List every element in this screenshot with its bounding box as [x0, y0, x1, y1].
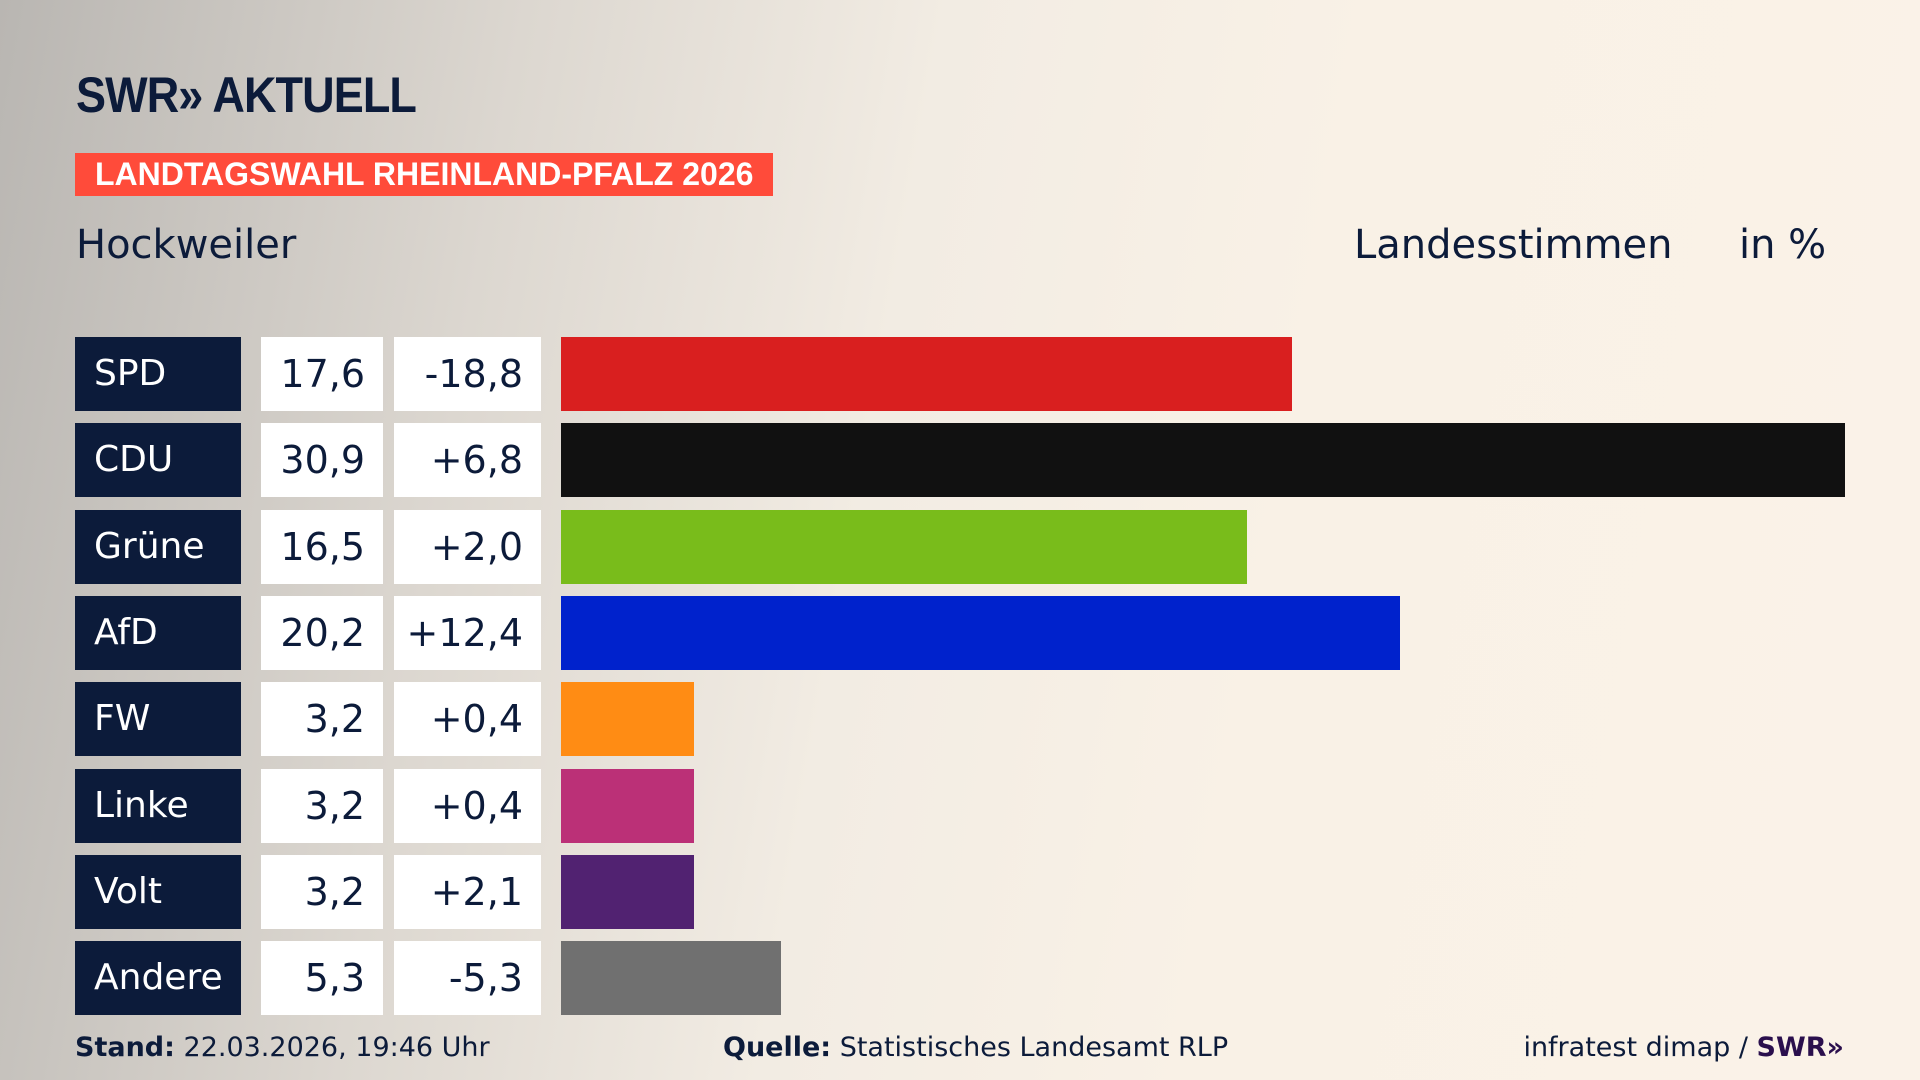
- source: Quelle: Statistisches Landesamt RLP: [723, 1032, 1228, 1063]
- chart-row: CDU 30,9 +6,8: [0, 423, 1920, 498]
- credit-text: infratest dimap /: [1523, 1032, 1757, 1063]
- value-label: 5,3: [261, 941, 383, 1016]
- bar: [561, 337, 1293, 411]
- diff-label: -18,8: [394, 337, 541, 411]
- value-label: 17,6: [261, 337, 383, 411]
- diff-label: -5,3: [394, 941, 541, 1016]
- source-label: Quelle:: [723, 1032, 832, 1063]
- swr-aktuell-logo: SWR» AKTUELL: [76, 67, 417, 123]
- value-label: 20,2: [261, 595, 383, 670]
- chart-row: FW 3,2 +0,4: [0, 682, 1920, 757]
- party-label: Linke: [75, 768, 241, 843]
- bar: [561, 595, 1401, 670]
- party-label: CDU: [75, 423, 241, 498]
- bar: [561, 423, 1845, 498]
- timestamp: Stand: 22.03.2026, 19:46 Uhr: [75, 1032, 490, 1063]
- diff-label: +2,0: [394, 509, 541, 584]
- value-label: 3,2: [261, 768, 383, 843]
- credit: infratest dimap / SWR»: [1523, 1032, 1844, 1063]
- unit-label: in %: [1739, 222, 1827, 268]
- party-label: Andere: [75, 941, 241, 1016]
- chart-row: Grüne 16,5 +2,0: [0, 509, 1920, 584]
- diff-label: +0,4: [394, 682, 541, 757]
- diff-label: +12,4: [394, 595, 541, 670]
- stand-label: Stand:: [75, 1032, 175, 1063]
- region-title: Hockweiler: [76, 222, 297, 268]
- value-label: 30,9: [261, 423, 383, 498]
- chart-row: Linke 3,2 +0,4: [0, 768, 1920, 843]
- party-label: SPD: [75, 337, 241, 411]
- value-label: 3,2: [261, 854, 383, 929]
- election-banner: LANDTAGSWAHL RHEINLAND-PFALZ 2026: [75, 153, 774, 196]
- bar: [561, 941, 782, 1016]
- party-label: Volt: [75, 854, 241, 929]
- diff-label: +2,1: [394, 854, 541, 929]
- vote-type-label: Landesstimmen: [1354, 222, 1673, 268]
- party-label: FW: [75, 682, 241, 757]
- value-label: 3,2: [261, 682, 383, 757]
- value-label: 16,5: [261, 509, 383, 584]
- chart-row: SPD 17,6 -18,8: [0, 337, 1920, 411]
- swr-logo: SWR»: [1756, 1032, 1844, 1063]
- party-label: AfD: [75, 595, 241, 670]
- bar: [561, 682, 694, 757]
- stand-value: 22.03.2026, 19:46 Uhr: [183, 1032, 490, 1063]
- chart-row: Andere 5,3 -5,3: [0, 941, 1920, 1016]
- bar: [561, 768, 694, 843]
- diff-label: +6,8: [394, 423, 541, 498]
- party-label: Grüne: [75, 509, 241, 584]
- chart-row: Volt 3,2 +2,1: [0, 854, 1920, 929]
- diff-label: +0,4: [394, 768, 541, 843]
- bar: [561, 509, 1247, 584]
- chart-row: AfD 20,2 +12,4: [0, 595, 1920, 670]
- bar: [561, 854, 694, 929]
- source-value: Statistisches Landesamt RLP: [839, 1032, 1229, 1063]
